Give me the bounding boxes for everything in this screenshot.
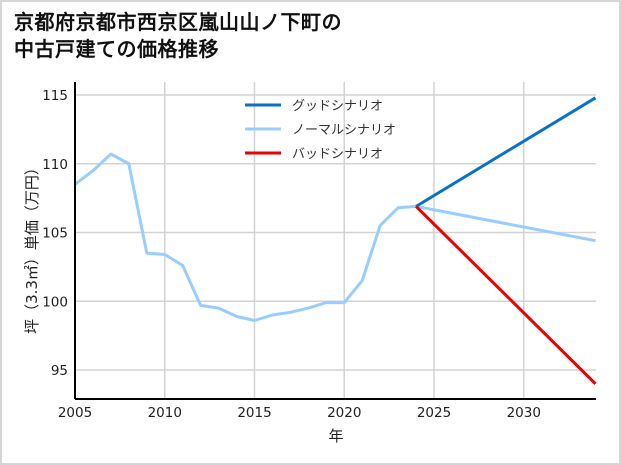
series-lines	[74, 96, 597, 385]
axes	[74, 82, 596, 400]
x-tick-label: 2025	[417, 405, 451, 421]
y-tick-label: 100	[42, 294, 68, 310]
legend-label: グッドシナリオ	[292, 99, 383, 114]
x-tick-label: 2005	[58, 405, 92, 421]
series-line	[74, 152, 596, 322]
chart-title-line-2: 中古戸建ての価格推移	[14, 37, 219, 61]
y-axis-label: 坪（3.3㎡）単価（万円）	[23, 160, 41, 334]
legend-label: バッドシナリオ	[292, 147, 383, 162]
series-line	[415, 205, 597, 385]
tick-labels: 2005 2010 2015 2020 2025 2030 95 100 105 110 115	[42, 88, 541, 421]
y-tick-label: 95	[51, 363, 68, 379]
series-line	[415, 96, 597, 208]
y-tick-label: 115	[42, 88, 68, 104]
x-tick-label: 2020	[327, 405, 361, 421]
x-tick-label: 2015	[237, 405, 271, 421]
x-tick-label: 2030	[507, 405, 541, 421]
chart-title: 京都府京都市西京区嵐山山ノ下町の 中古戸建ての価格推移	[14, 9, 342, 63]
chart-title-line-1: 京都府京都市西京区嵐山山ノ下町の	[14, 10, 342, 34]
legend-label: ノーマルシナリオ	[292, 123, 396, 138]
x-axis-label: 年	[328, 427, 343, 445]
y-tick-label: 105	[42, 226, 68, 242]
y-tick-label: 110	[42, 157, 68, 173]
x-tick-label: 2010	[148, 405, 182, 421]
